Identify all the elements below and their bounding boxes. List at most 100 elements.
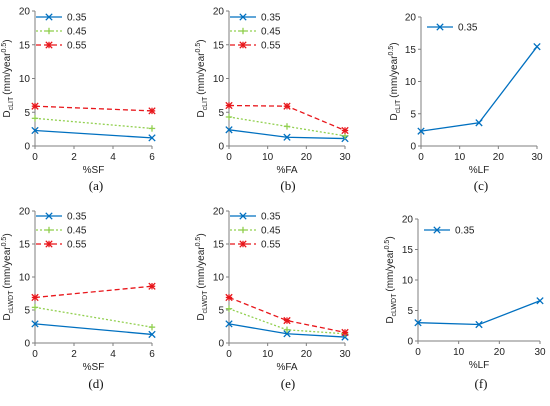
x-tick-label: 2 xyxy=(71,349,77,360)
data-point-0.45 xyxy=(283,326,291,333)
data-point-0.35 xyxy=(536,297,544,305)
y-axis-label: DcLWDT(mm/year0.5) xyxy=(1,233,15,320)
x-tick-label: 4 xyxy=(110,152,116,163)
y-axis-label: DcLWDT(mm/year0.5) xyxy=(384,236,398,323)
y-tick-label: 10 xyxy=(213,74,225,85)
data-point-0.35 xyxy=(148,134,156,142)
y-axis-label-unit: (mm/year xyxy=(196,52,207,95)
data-point-0.55 xyxy=(283,316,291,325)
series-line-0.35 xyxy=(417,300,541,326)
y-tick-label: 15 xyxy=(213,240,225,251)
legend-marker xyxy=(45,226,53,234)
x-tick-label: 20 xyxy=(301,349,313,360)
legend-marker xyxy=(45,240,53,248)
y-axis-label-main: D xyxy=(2,313,13,320)
legend-entry: 0.45 xyxy=(36,226,87,237)
y-axis-label-sub: cLIT xyxy=(395,99,402,113)
y-tick-label: 20 xyxy=(19,207,31,218)
y-tick-label: 15 xyxy=(19,40,31,51)
panel-f: 0 5 10 15 20 0 10 20 30 %LF DcLWDT(mm/year0.5) 0.35… xyxy=(384,215,546,392)
y-tick-label: 10 xyxy=(19,74,31,85)
panel-label: (a) xyxy=(89,178,103,193)
series-line-0.45 xyxy=(34,306,153,328)
y-tick-label: 10 xyxy=(19,273,31,284)
panel-d: 0 5 10 15 20 0 2 4 6 %SF DcLWDT(mm/year0.5) 0.35 0.4… xyxy=(1,207,156,391)
x-tick-label: 30 xyxy=(531,152,543,163)
y-axis-label: DcLIT(mm/year0.5) xyxy=(1,39,15,117)
legend-label: 0.55 xyxy=(67,240,87,251)
y-axis-label-main: D xyxy=(2,110,13,117)
y-axis-label-close: ) xyxy=(2,39,13,42)
y-tick-label: 0 xyxy=(407,337,413,348)
legend-entry: 0.55 xyxy=(230,240,281,251)
y-tick-label: 0 xyxy=(24,142,30,153)
y-axis-label-sup: 0.5 xyxy=(195,237,202,247)
y-tick-label: 5 xyxy=(407,306,413,317)
legend-entry: 0.35 xyxy=(36,13,87,24)
y-tick-label: 15 xyxy=(405,45,417,56)
legend-label: 0.55 xyxy=(261,41,281,52)
y-tick-label: 15 xyxy=(213,40,225,51)
panel-a: 0 5 10 15 20 0 2 4 6 %SF DcLIT(mm/year0.5) 0.35 0.45… xyxy=(1,7,156,193)
data-point-0.55 xyxy=(148,107,156,115)
legend-marker xyxy=(45,212,53,220)
y-tick-label: 20 xyxy=(213,7,225,18)
data-point-0.45 xyxy=(148,125,156,132)
y-tick-label: 0 xyxy=(218,142,224,153)
series-line-0.35 xyxy=(34,323,153,336)
data-point-0.45 xyxy=(148,323,156,331)
panel-label: (d) xyxy=(88,376,103,391)
legend-marker xyxy=(433,226,441,234)
data-point-0.35 xyxy=(475,320,483,329)
panel-e: 0 5 10 15 20 0 10 20 30 %FA DcLWDT(mm/year0.5) 0.35… xyxy=(195,207,351,392)
data-point-0.35 xyxy=(31,126,39,135)
y-axis-label-sub: cLWDT xyxy=(8,290,15,314)
legend-marker xyxy=(436,23,444,31)
y-axis-label-close: ) xyxy=(2,233,13,236)
y-axis-label-unit: (mm/year xyxy=(389,55,400,98)
series-line-0.55 xyxy=(228,296,346,334)
legend-label: 0.35 xyxy=(261,13,281,24)
data-point-0.45 xyxy=(31,304,39,311)
data-point-0.45 xyxy=(225,305,233,312)
y-tick-label: 10 xyxy=(402,276,414,287)
legend-entry: 0.55 xyxy=(36,41,87,52)
data-point-0.55 xyxy=(31,293,39,302)
y-axis-label-close: ) xyxy=(389,42,400,45)
data-point-0.35 xyxy=(283,133,291,141)
y-axis-label-sub: cLWDT xyxy=(391,293,398,317)
x-tick-label: 20 xyxy=(301,152,313,163)
panel-label: (c) xyxy=(474,178,488,193)
y-axis-label-main: D xyxy=(385,316,396,323)
series-line-0.45 xyxy=(228,116,346,137)
x-axis-label: %FA xyxy=(276,165,297,176)
data-point-0.35 xyxy=(533,43,541,51)
y-axis-label-sup: 0.5 xyxy=(384,240,391,250)
x-tick-label: 0 xyxy=(32,349,38,360)
data-point-0.35 xyxy=(283,330,291,338)
y-tick-label: 5 xyxy=(218,108,224,119)
legend-label: 0.35 xyxy=(458,23,478,34)
y-axis-label: DcLIT(mm/year0.5) xyxy=(195,39,209,117)
y-tick-label: 5 xyxy=(218,306,224,317)
y-tick-label: 20 xyxy=(402,215,414,226)
y-axis-label-sub: cLIT xyxy=(202,96,209,110)
legend-marker xyxy=(45,13,53,21)
y-axis-label-unit: (mm/year xyxy=(196,246,207,289)
y-axis-label-unit: (mm/year xyxy=(2,246,13,289)
x-tick-label: 30 xyxy=(534,347,546,358)
series-line-0.55 xyxy=(34,105,153,112)
legend-entry: 0.45 xyxy=(230,226,281,237)
data-point-0.45 xyxy=(225,113,233,121)
x-tick-label: 20 xyxy=(494,347,506,358)
data-point-0.35 xyxy=(31,320,39,328)
legend-marker xyxy=(45,41,53,49)
data-point-0.35 xyxy=(148,330,156,339)
y-tick-label: 20 xyxy=(405,13,417,24)
x-axis-label: %FA xyxy=(276,362,297,373)
legend-entry: 0.35 xyxy=(230,13,281,24)
x-tick-label: 0 xyxy=(32,152,38,163)
y-axis-label-close: ) xyxy=(385,236,396,239)
legend-entry: 0.45 xyxy=(230,27,281,38)
x-tick-label: 20 xyxy=(493,152,505,163)
